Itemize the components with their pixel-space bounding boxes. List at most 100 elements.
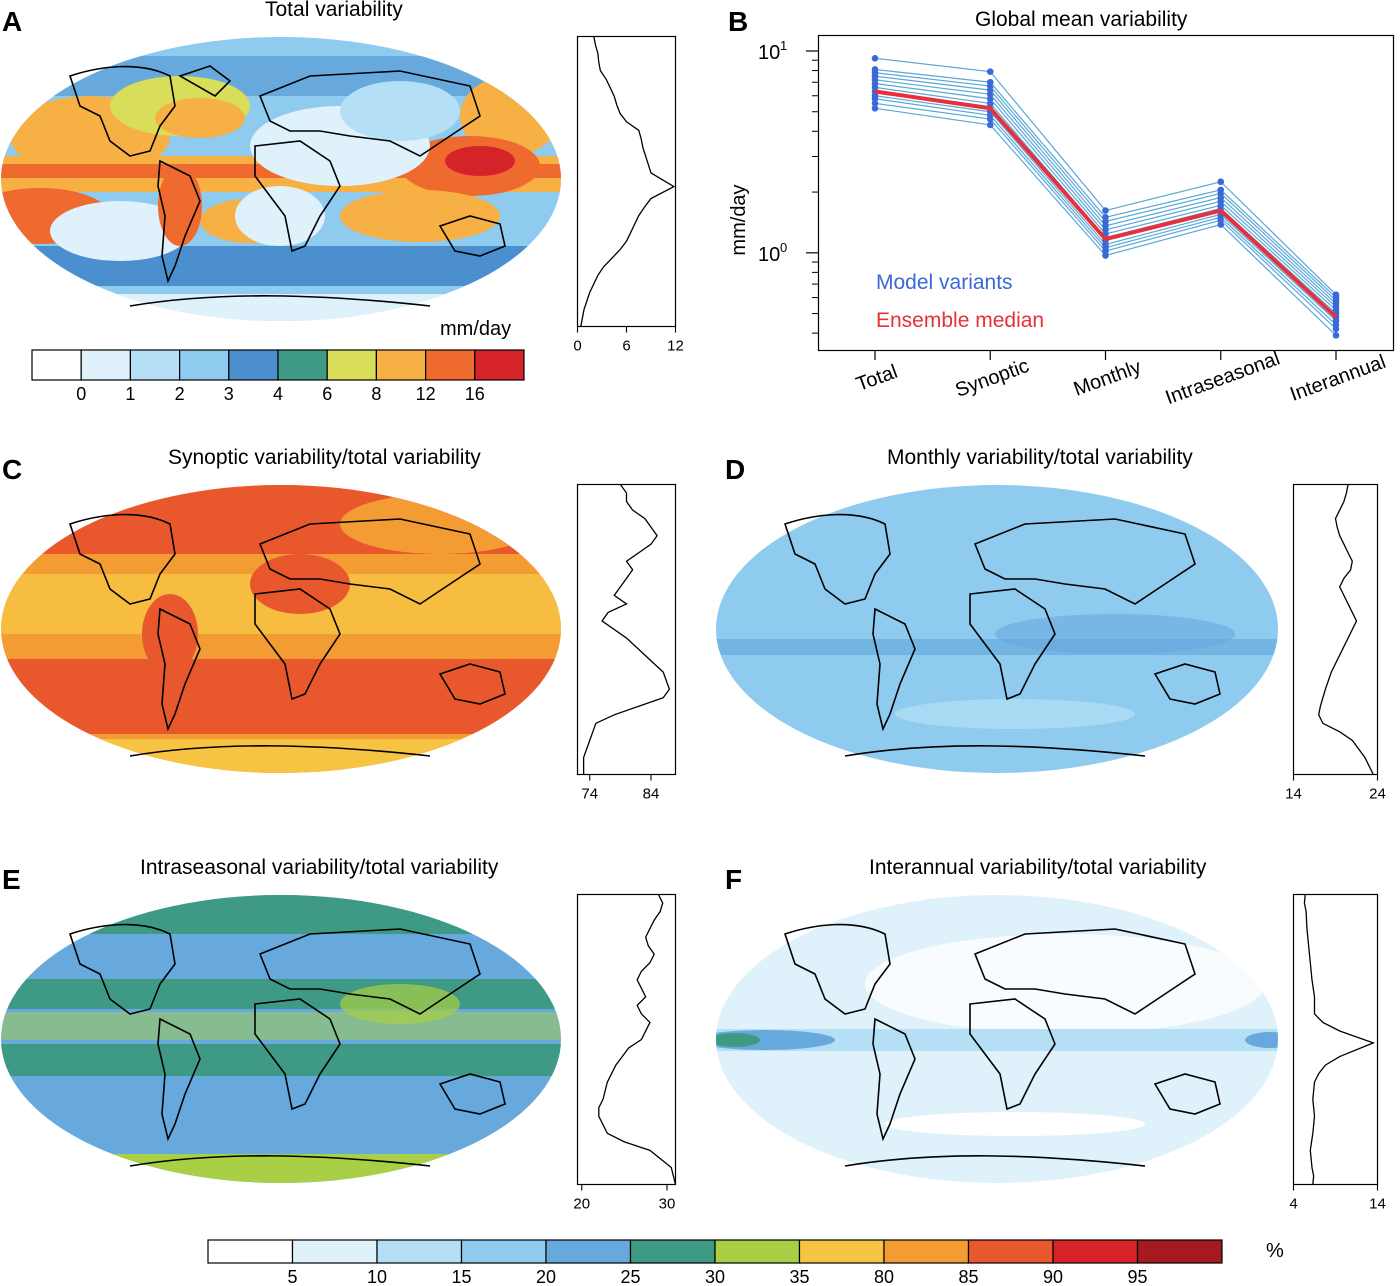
colorbar-tick-label: 4	[273, 384, 283, 404]
colorbar-cell	[179, 349, 230, 381]
profile-tick-label: 4	[1289, 1196, 1297, 1213]
model-point	[1102, 207, 1109, 214]
profile-tick-label: 14	[1286, 786, 1302, 803]
profile-d: 14 24	[1286, 483, 1386, 803]
model-point	[986, 100, 994, 107]
profile-tick-label: 14	[1369, 1196, 1386, 1213]
colorbar-cell	[207, 1239, 294, 1264]
colorbar-tick-label: 20	[536, 1267, 556, 1286]
colorbar-tick-label: 90	[1043, 1267, 1063, 1286]
colorbar-cell	[375, 349, 427, 381]
panel-title-d: Monthly variability/total variability	[887, 446, 1193, 469]
colorbar-tick-label: 15	[451, 1267, 471, 1286]
colorbar-tick-label: 8	[371, 384, 381, 404]
legend-ensemble-median: Ensemble median	[876, 309, 1044, 332]
colorbar-tick-label: 16	[465, 384, 485, 404]
colorbar-cell	[228, 349, 279, 381]
map-interannual-ratio	[716, 895, 1278, 1183]
model-point	[871, 54, 879, 62]
chart-b-xtick-label: Monthly	[1071, 356, 1144, 401]
panel-label-d: D	[725, 454, 746, 485]
colorbar-tick-label: 25	[620, 1267, 640, 1286]
colorbar-cell	[31, 349, 82, 381]
colorbar-tick-label: 35	[789, 1267, 809, 1286]
colorbar-cell	[798, 1239, 885, 1264]
colorbar-bottom-unit: %	[1266, 1240, 1284, 1262]
colorbar-tick-label: 0	[76, 384, 86, 404]
model-point	[871, 66, 879, 73]
profile-tick-label: 24	[1369, 786, 1386, 803]
profile-d-line	[1318, 484, 1374, 775]
profile-c-line	[582, 484, 671, 775]
colorbar-cell	[460, 1239, 547, 1264]
model-point	[986, 78, 994, 86]
panel-label-a: A	[2, 6, 23, 37]
colorbar-cell	[883, 1239, 970, 1264]
colorbar-cell	[629, 1239, 716, 1264]
profile-a: 0 6 12	[573, 35, 684, 355]
colorbar-cell	[545, 1239, 632, 1264]
colorbar-cell	[129, 349, 181, 381]
panel-title-a: Total variability	[265, 0, 403, 21]
colorbar-bottom: 5 10 15 20 25 30 35 80 85 90 95	[207, 1239, 1223, 1286]
profile-tick-label: 74	[581, 786, 598, 803]
colorbar-cell	[291, 1239, 378, 1264]
colorbar-cell	[474, 349, 525, 381]
chart-b-ytick-label: 10	[758, 42, 780, 64]
colorbar-cell	[326, 349, 378, 381]
model-point	[871, 100, 879, 107]
colorbar-tick-label: 2	[175, 384, 185, 404]
colorbar-tick-label: 30	[705, 1267, 725, 1286]
colorbar-cell	[80, 349, 132, 381]
panel-title-b: Global mean variability	[975, 8, 1188, 31]
profile-e: 20 30	[573, 893, 677, 1213]
panel-label-b: B	[728, 6, 749, 37]
panel-title-f: Interannual variability/total variabilit…	[869, 856, 1207, 879]
colorbar-tick-label: 5	[287, 1267, 297, 1286]
panel-label-e: E	[2, 864, 21, 895]
profile-c: 74 84	[576, 483, 677, 803]
map-synoptic-ratio	[1, 485, 561, 773]
chart-b-xtick-label: Intraseasonal	[1163, 347, 1283, 409]
model-point	[986, 68, 994, 75]
chart-b-ytick-exponent: 0	[780, 240, 787, 255]
chart-b-xtick-label: Interannual	[1287, 351, 1389, 406]
model-point	[871, 105, 879, 112]
colorbar-cell	[967, 1239, 1054, 1264]
colorbar-tick-label: 95	[1127, 1267, 1147, 1286]
colorbar-tick-label: 85	[958, 1267, 978, 1286]
colorbar-cell	[714, 1239, 801, 1264]
colorbar-tick-label: 10	[367, 1267, 387, 1286]
model-series-line	[874, 72, 1337, 302]
map-total-variability	[1, 37, 561, 321]
colorbar-cell	[425, 349, 476, 381]
colorbar-a: 0 1 2 3 4 6 8 12 16	[31, 349, 525, 404]
model-point	[1217, 186, 1225, 194]
colorbar-tick-label: 80	[874, 1267, 894, 1286]
panel-title-c: Synoptic variability/total variability	[168, 446, 481, 469]
profile-tick-label: 0	[573, 338, 581, 355]
profile-a-line	[580, 36, 676, 327]
map-monthly-ratio	[716, 485, 1278, 773]
model-point	[1332, 332, 1340, 339]
chart-b-ylabel: mm/day	[728, 184, 750, 255]
panel-label-f: F	[725, 864, 743, 895]
colorbar-cell	[376, 1239, 463, 1264]
profile-tick-label: 6	[622, 338, 630, 355]
colorbar-cell	[1052, 1239, 1139, 1264]
profile-tick-label: 30	[659, 1196, 676, 1213]
profile-tick-label: 84	[643, 786, 660, 803]
profile-tick-label: 20	[573, 1196, 590, 1213]
colorbar-tick-label: 1	[125, 384, 135, 404]
colorbar-tick-label: 3	[224, 384, 234, 404]
panel-label-c: C	[2, 454, 23, 485]
chart-b-ytick-exponent: 1	[780, 38, 787, 53]
chart-b-frame	[817, 34, 1395, 352]
profile-f-line	[1303, 894, 1376, 1185]
chart-b-ytick-label: 10	[758, 244, 780, 266]
profile-f: 4 14	[1289, 893, 1386, 1213]
model-series-line	[874, 57, 1337, 296]
legend-model-variants: Model variants	[876, 271, 1013, 294]
panel-title-e: Intraseasonal variability/total variabil…	[140, 856, 499, 879]
